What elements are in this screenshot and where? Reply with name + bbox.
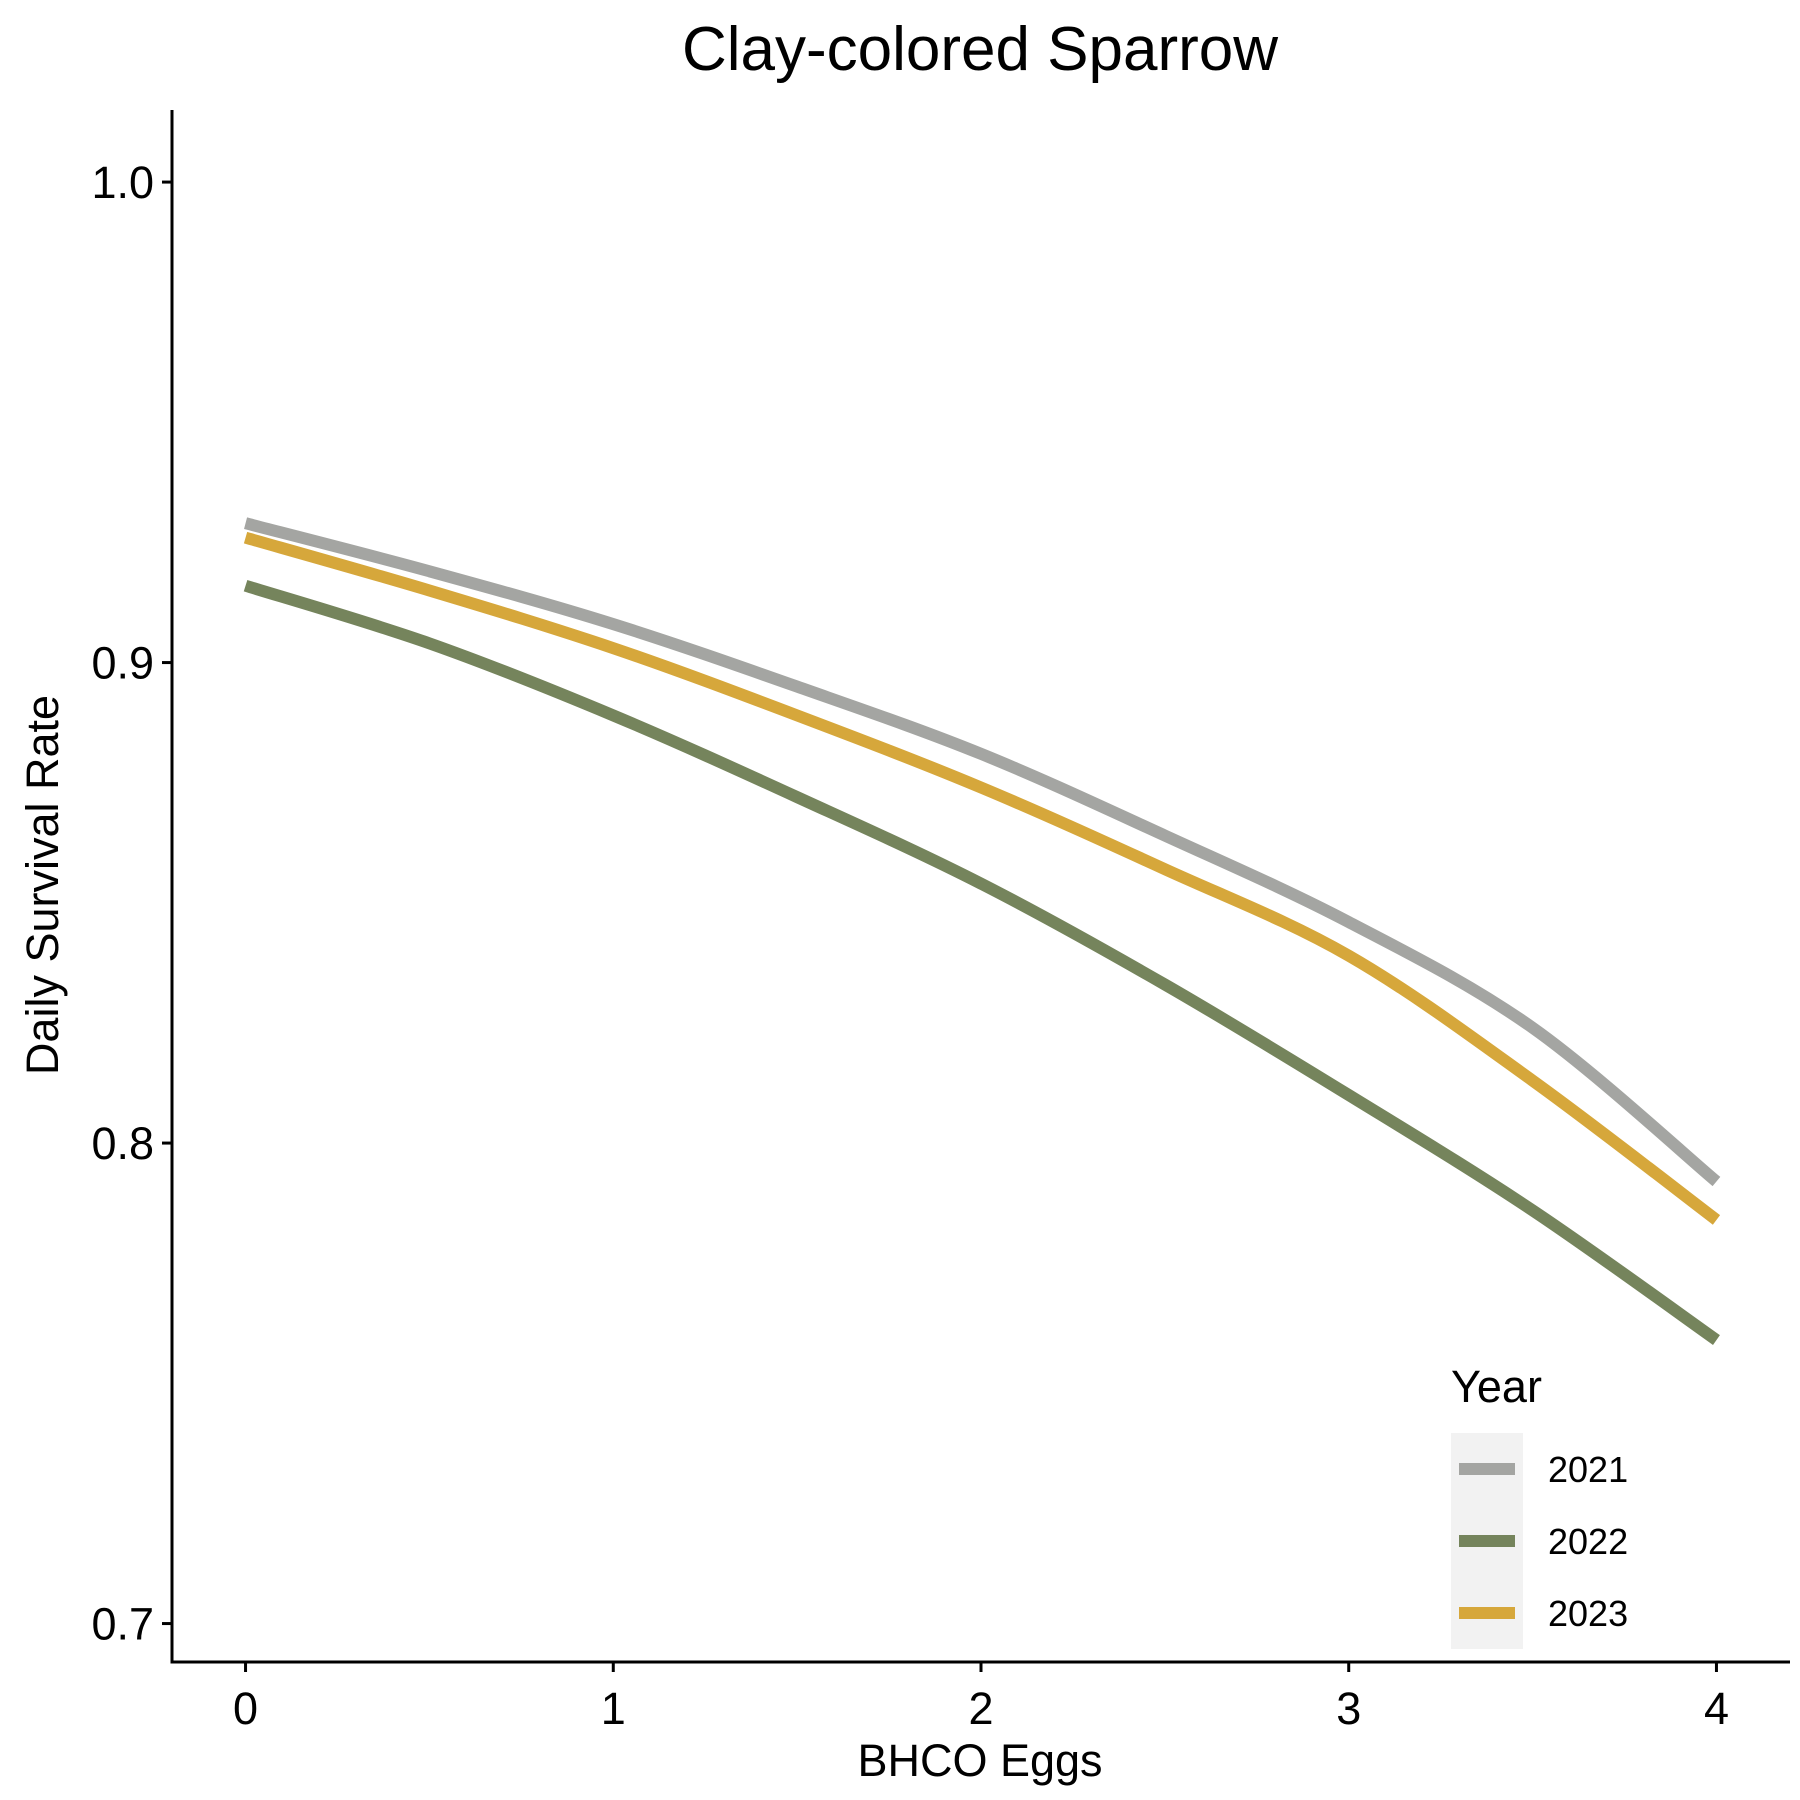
legend-label: 2023 — [1548, 1593, 1628, 1634]
chart-title: Clay-colored Sparrow — [682, 15, 1278, 84]
x-tick-label: 3 — [1336, 1683, 1361, 1734]
y-tick-label: 0.9 — [91, 638, 154, 689]
legend-title: Year — [1451, 1361, 1542, 1412]
legend-items: 2021 2022 2023 — [1459, 1449, 1628, 1634]
legend: Year 2021 2022 2023 — [1451, 1361, 1628, 1649]
y-tick-label: 1.0 — [91, 157, 154, 208]
x-tick-label: 0 — [233, 1683, 258, 1734]
x-tick-label: 4 — [1704, 1683, 1729, 1734]
y-axis-title: Daily Survival Rate — [17, 695, 68, 1075]
y-tick-label: 0.8 — [91, 1118, 154, 1169]
x-axis-ticks: 0 1 2 3 4 — [233, 1662, 1729, 1734]
series-lines — [243, 517, 1721, 1345]
legend-label: 2022 — [1548, 1521, 1628, 1562]
series-line-2023 — [243, 531, 1721, 1225]
legend-label: 2021 — [1548, 1449, 1628, 1490]
series-line-2021 — [244, 517, 1721, 1187]
x-axis-title: BHCO Eggs — [857, 1735, 1102, 1786]
y-axis-ticks: 0.7 0.8 0.9 1.0 — [91, 157, 172, 1650]
x-tick-label: 1 — [601, 1683, 626, 1734]
x-tick-label: 2 — [968, 1683, 993, 1734]
y-tick-label: 0.7 — [91, 1599, 154, 1650]
series-line-2022 — [243, 579, 1720, 1345]
